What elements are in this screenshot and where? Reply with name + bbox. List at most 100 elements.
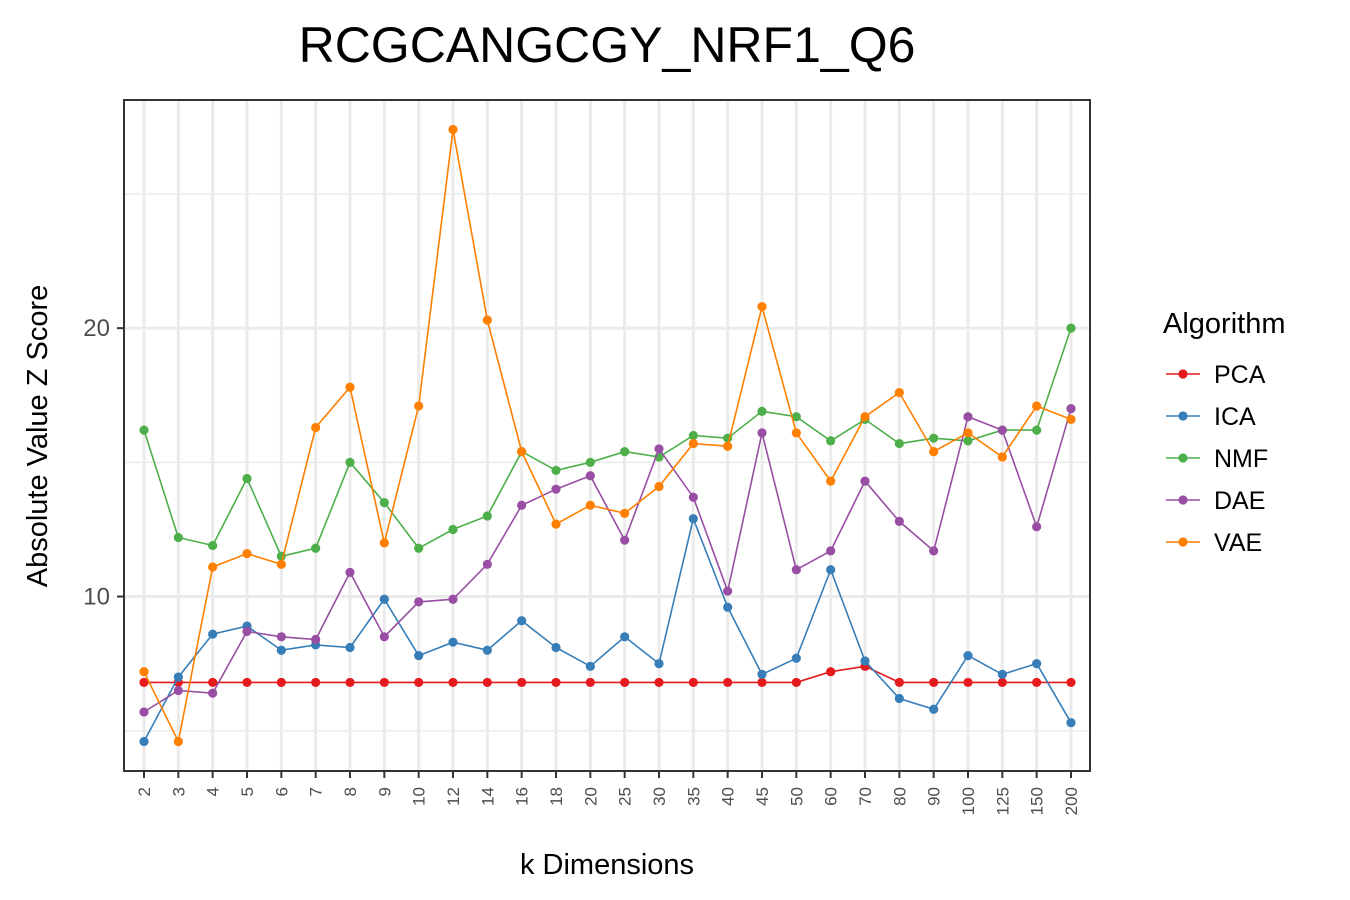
x-axis-title: k Dimensions (520, 849, 694, 881)
y-tick-label: 20 (83, 315, 110, 342)
nmf-line (143, 327, 1072, 558)
pca-point (894, 677, 904, 688)
ica-point (551, 642, 561, 653)
dae-point (929, 546, 939, 556)
dae-point (1032, 522, 1042, 532)
nmf-point (894, 438, 904, 449)
legend-item-ica: ICA (1166, 403, 1256, 431)
x-tick-label: 5 (238, 787, 257, 796)
vae-line (143, 129, 1072, 744)
ica-point (379, 594, 389, 604)
dae-point (276, 632, 286, 642)
dae-point (551, 484, 561, 494)
pca-point (311, 677, 321, 688)
vae-point (791, 428, 801, 438)
nmf-point (208, 540, 218, 551)
vae-point (517, 447, 527, 457)
ica-series (139, 514, 1076, 747)
ica-point (1066, 718, 1076, 728)
x-tick-label: 200 (1062, 787, 1081, 815)
x-tick-label: 50 (787, 787, 806, 806)
ica-point (208, 629, 218, 639)
dae-point (757, 428, 767, 438)
ica-point (688, 514, 698, 524)
legend-item-dae: DAE (1166, 487, 1265, 515)
x-tick-label: 20 (581, 787, 600, 806)
legend-title: Algorithm (1163, 308, 1286, 340)
dae-point (345, 567, 355, 577)
ica-point (345, 642, 355, 653)
legend-key-point (1178, 495, 1188, 505)
ica-point (482, 645, 492, 655)
ica-point (963, 650, 973, 661)
x-tick-label: 6 (272, 787, 291, 796)
x-tick-label: 2 (135, 787, 154, 796)
x-tick-label: 100 (959, 787, 978, 815)
dae-point (173, 685, 183, 696)
x-tick-label: 12 (444, 787, 463, 806)
legend-item-pca: PCA (1166, 361, 1266, 389)
x-axis: 2 3 4 5 6 7 8 9 10 12 14 16 18 20 25 30 35 40 45 50 60 70 80 90… (135, 771, 1081, 815)
legend-key-point (1178, 537, 1188, 547)
nmf-point (620, 447, 630, 457)
nmf-point (929, 433, 939, 443)
x-tick-label: 60 (822, 787, 841, 806)
x-tick-label: 8 (341, 787, 360, 796)
x-tick-label: 3 (169, 787, 188, 796)
dae-point (860, 476, 870, 486)
vae-point (551, 519, 561, 529)
ica-point (654, 659, 664, 669)
vae-point (929, 447, 939, 457)
nmf-point (585, 457, 595, 467)
x-tick-label: 125 (993, 787, 1012, 815)
vae-point (585, 500, 595, 510)
nmf-point (1032, 425, 1042, 435)
dae-point (208, 688, 218, 698)
pca-point (585, 677, 595, 688)
nmf-point (963, 436, 973, 446)
ica-point (414, 650, 424, 661)
dae-point (585, 471, 595, 481)
dae-point (894, 516, 904, 526)
pca-point (242, 677, 252, 688)
vae-point (345, 382, 355, 392)
x-tick-label: 7 (307, 787, 326, 796)
pca-point (1032, 677, 1042, 688)
vae-point (894, 387, 904, 398)
pca-point (688, 677, 698, 688)
nmf-point (448, 524, 458, 535)
nmf-point (551, 465, 561, 475)
dae-point (1066, 404, 1076, 414)
ica-point (723, 602, 733, 612)
nmf-point (791, 412, 801, 422)
dae-point (963, 412, 973, 422)
vae-point (242, 548, 252, 559)
ica-point (757, 669, 767, 679)
ica-point (517, 616, 527, 626)
x-tick-label: 150 (1028, 787, 1047, 815)
ica-point (791, 653, 801, 663)
vae-point (276, 559, 286, 569)
ica-point (448, 637, 458, 647)
x-tick-label: 90 (925, 787, 944, 806)
ica-point (997, 669, 1007, 679)
dae-point (620, 535, 630, 545)
ica-point (173, 672, 183, 682)
pca-point (723, 677, 733, 688)
pca-point (757, 677, 767, 688)
pca-point (414, 677, 424, 688)
x-tick-label: 35 (684, 787, 703, 806)
nmf-point (757, 406, 767, 416)
dae-point (414, 597, 424, 607)
legend-label: ICA (1214, 403, 1256, 431)
dae-point (826, 546, 836, 556)
x-tick-label: 4 (204, 787, 223, 796)
nmf-point (173, 532, 183, 543)
pca-point (517, 677, 527, 688)
vae-point (826, 476, 836, 486)
pca-point (139, 677, 149, 688)
vae-point (173, 736, 183, 747)
ica-point (1032, 659, 1042, 669)
dae-point (379, 632, 389, 642)
vae-point (860, 412, 870, 422)
